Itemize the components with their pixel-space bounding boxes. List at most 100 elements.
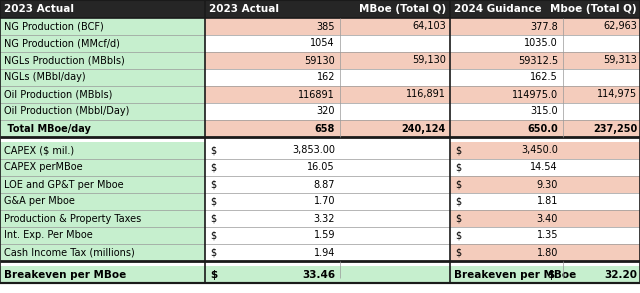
Text: 16.05: 16.05 <box>307 163 335 173</box>
Bar <box>205 120 450 137</box>
Text: $: $ <box>455 214 461 224</box>
Text: 377.8: 377.8 <box>531 21 558 32</box>
Text: 1.81: 1.81 <box>536 197 558 207</box>
Text: 1054: 1054 <box>310 38 335 49</box>
Text: 658: 658 <box>315 124 335 134</box>
Bar <box>205 86 450 103</box>
Text: 162: 162 <box>317 72 335 83</box>
Text: $: $ <box>455 248 461 258</box>
Bar <box>205 227 450 244</box>
Text: $: $ <box>455 180 461 190</box>
Text: $: $ <box>455 163 461 173</box>
Text: 1.94: 1.94 <box>314 248 335 258</box>
Bar <box>450 142 640 159</box>
Text: 650.0: 650.0 <box>527 124 558 134</box>
Bar <box>0 159 205 176</box>
Text: 9.30: 9.30 <box>536 180 558 190</box>
Text: CAPEX perMBoe: CAPEX perMBoe <box>4 163 83 173</box>
Text: 2023 Actual: 2023 Actual <box>209 4 279 14</box>
Text: 64,103: 64,103 <box>412 21 446 32</box>
Text: 14.54: 14.54 <box>531 163 558 173</box>
Text: 3,853.00: 3,853.00 <box>292 146 335 156</box>
Text: Breakeven per MBoe: Breakeven per MBoe <box>454 270 576 280</box>
Text: 315.0: 315.0 <box>531 106 558 117</box>
Bar <box>450 103 640 120</box>
Bar <box>0 120 205 137</box>
Text: $: $ <box>210 197 216 207</box>
Text: 8.87: 8.87 <box>314 180 335 190</box>
Text: 116891: 116891 <box>298 89 335 100</box>
Text: 59,130: 59,130 <box>412 55 446 66</box>
Bar <box>450 35 640 52</box>
Text: 59,313: 59,313 <box>603 55 637 66</box>
Bar <box>450 52 640 69</box>
Text: 1.59: 1.59 <box>314 231 335 241</box>
Text: $: $ <box>210 180 216 190</box>
Bar <box>450 120 640 137</box>
Text: 1.80: 1.80 <box>536 248 558 258</box>
Bar <box>205 210 450 227</box>
Text: 320: 320 <box>317 106 335 117</box>
Bar <box>0 69 205 86</box>
Text: 162.5: 162.5 <box>531 72 558 83</box>
Bar <box>205 193 450 210</box>
Bar <box>0 210 205 227</box>
Text: MBoe (Total Q): MBoe (Total Q) <box>359 4 446 14</box>
Bar <box>205 176 450 193</box>
Bar <box>450 159 640 176</box>
Bar <box>450 18 640 35</box>
Text: 114975.0: 114975.0 <box>512 89 558 100</box>
Bar <box>0 35 205 52</box>
Bar <box>0 227 205 244</box>
Bar <box>450 266 640 283</box>
Text: 32.20: 32.20 <box>604 270 637 280</box>
Text: 59130: 59130 <box>304 55 335 66</box>
Bar <box>0 103 205 120</box>
Bar <box>0 18 205 35</box>
Bar <box>0 142 205 159</box>
Text: Int. Exp. Per Mboe: Int. Exp. Per Mboe <box>4 231 93 241</box>
Bar <box>450 210 640 227</box>
Text: $: $ <box>210 163 216 173</box>
Bar <box>205 69 450 86</box>
Text: 3,450.0: 3,450.0 <box>521 146 558 156</box>
Bar <box>450 227 640 244</box>
Text: 1.70: 1.70 <box>314 197 335 207</box>
Bar <box>450 86 640 103</box>
Bar <box>205 159 450 176</box>
Text: Mboe (Total Q): Mboe (Total Q) <box>550 4 637 14</box>
Text: 2023 Actual: 2023 Actual <box>4 4 74 14</box>
Bar <box>0 266 205 283</box>
Text: Oil Production (Mbbl/Day): Oil Production (Mbbl/Day) <box>4 106 129 117</box>
Bar <box>0 244 205 261</box>
Bar <box>0 86 205 103</box>
Text: $: $ <box>455 146 461 156</box>
Text: 114,975: 114,975 <box>597 89 637 100</box>
Bar <box>205 244 450 261</box>
Text: 3.32: 3.32 <box>314 214 335 224</box>
Text: $: $ <box>210 214 216 224</box>
Text: 385: 385 <box>317 21 335 32</box>
Bar <box>205 142 450 159</box>
Text: 59312.5: 59312.5 <box>518 55 558 66</box>
Text: 240,124: 240,124 <box>402 124 446 134</box>
Bar <box>205 35 450 52</box>
Text: LOE and GP&T per Mboe: LOE and GP&T per Mboe <box>4 180 124 190</box>
Text: $: $ <box>210 248 216 258</box>
Bar <box>450 176 640 193</box>
Text: Oil Production (MBbls): Oil Production (MBbls) <box>4 89 113 100</box>
Text: G&A per Mboe: G&A per Mboe <box>4 197 75 207</box>
Bar <box>205 52 450 69</box>
Bar <box>205 103 450 120</box>
Bar <box>205 266 450 283</box>
Text: 62,963: 62,963 <box>603 21 637 32</box>
Bar <box>450 69 640 86</box>
Text: NGLs (MBbl/day): NGLs (MBbl/day) <box>4 72 86 83</box>
Bar <box>450 193 640 210</box>
Text: 1035.0: 1035.0 <box>524 38 558 49</box>
Text: $: $ <box>547 270 554 280</box>
Text: 237,250: 237,250 <box>593 124 637 134</box>
Text: $: $ <box>210 270 217 280</box>
Text: Breakeven per MBoe: Breakeven per MBoe <box>4 270 126 280</box>
Text: NG Production (BCF): NG Production (BCF) <box>4 21 104 32</box>
